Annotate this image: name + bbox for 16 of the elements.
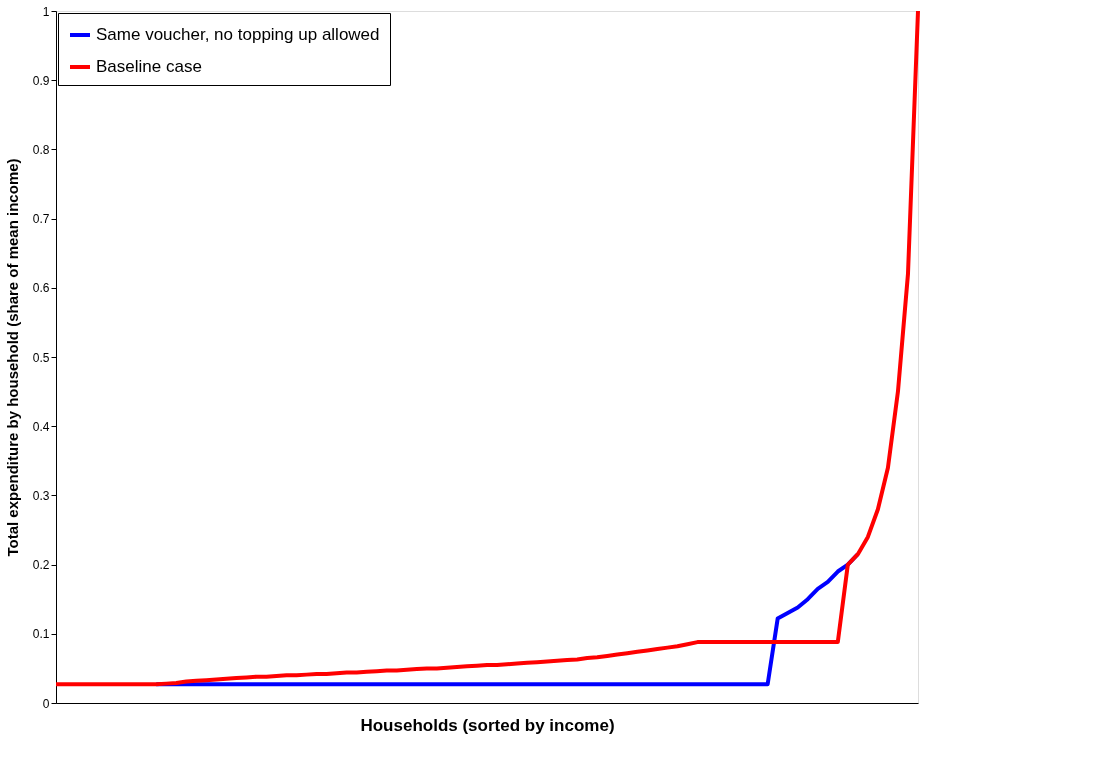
y-tick-label: 0.3	[32, 488, 50, 503]
y-tick-label: 0.8	[32, 142, 50, 157]
y-tick-label: 0.5	[32, 350, 50, 365]
y-tick-label: 0.2	[32, 558, 50, 573]
y-axis-title: Total expenditure by household (share of mean income)	[3, 158, 21, 557]
y-tick-label: 0	[42, 696, 50, 711]
line-series	[54, 9, 920, 687]
y-tick-label: 0.4	[32, 419, 50, 434]
legend-label: Baseline case	[96, 57, 202, 76]
y-tick-label: 1	[42, 4, 50, 19]
x-axis-title: Households (sorted by income)	[360, 715, 615, 735]
y-tick-label: 0.1	[32, 627, 50, 642]
y-tick-label: 0.7	[32, 212, 50, 227]
y-tick-label: 0.6	[32, 281, 50, 296]
legend-label: Same voucher, no topping up allowed	[96, 25, 380, 44]
y-tick-label: 0.9	[32, 73, 50, 88]
